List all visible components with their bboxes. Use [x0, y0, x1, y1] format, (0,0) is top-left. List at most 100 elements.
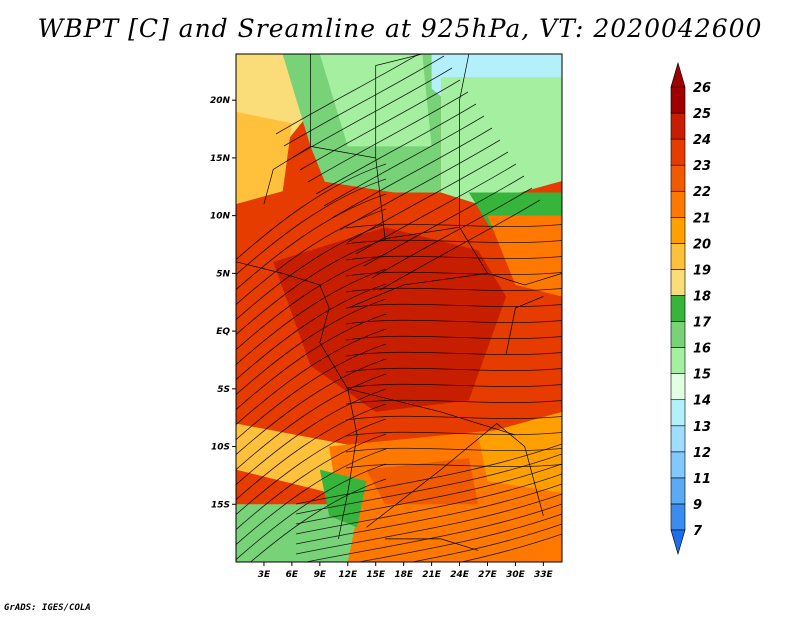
colorbar-top-arrow	[670, 61, 686, 88]
streamline-23	[236, 298, 387, 396]
streamline-5	[315, 103, 477, 195]
colorbar-box-20	[670, 243, 686, 270]
streamline-27	[236, 358, 387, 456]
streamlines	[236, 54, 562, 562]
border-line-9	[505, 296, 544, 355]
streamline-26	[236, 343, 387, 441]
colorbar-box-25	[670, 112, 686, 140]
streamline-56	[295, 483, 562, 545]
field-region-6	[236, 111, 292, 205]
streamline-43	[345, 335, 562, 341]
field-region-9	[487, 215, 562, 297]
field-region-13	[478, 411, 562, 493]
streamline-19	[236, 238, 387, 336]
colorbar-label-15: 15	[693, 368, 711, 383]
streamline-58	[304, 503, 562, 562]
colorbar-box-23	[670, 164, 686, 192]
streamline-55	[295, 473, 562, 535]
streamline-18	[236, 223, 387, 321]
country-borders	[236, 54, 562, 551]
lat-tick-label-5N: 5N	[216, 269, 230, 279]
streamline-30	[236, 403, 387, 501]
streamline-13	[379, 199, 541, 291]
latitude-axis: 20N 15N 10N 5N EQ 5S 10S 15S	[210, 96, 236, 510]
field-region-4	[440, 77, 562, 205]
colorbar-label-11: 11	[693, 472, 711, 487]
border-line-10	[366, 469, 442, 528]
streamline-50	[345, 447, 562, 453]
colorbar-label-26: 26	[693, 81, 711, 96]
border-line-5	[347, 273, 488, 309]
streamline-14	[236, 163, 387, 261]
streamline-61	[459, 533, 562, 562]
streamline-33	[236, 448, 387, 546]
streamline-34	[236, 463, 387, 561]
streamline-46	[345, 383, 562, 389]
colorbar-label-18: 18	[693, 289, 711, 304]
colorbar-box-22	[670, 190, 686, 218]
lon-tick-label-3E: 3E	[258, 570, 271, 580]
colorbar-box-21	[670, 216, 686, 244]
colorbar-label-14: 14	[693, 394, 711, 409]
lat-tick-label-10N: 10N	[210, 212, 231, 222]
streamline-57	[295, 493, 562, 555]
colorbar-box-19	[670, 269, 686, 296]
streamline-42	[345, 319, 562, 325]
lon-tick-label-6E: 6E	[286, 570, 299, 580]
streamline-22	[236, 283, 387, 381]
colorbar-label-12: 12	[693, 446, 711, 461]
streamline-36	[345, 223, 562, 229]
border-line-0	[236, 261, 358, 539]
colorbar-label-23: 23	[693, 159, 711, 174]
lat-tick-label-5S: 5S	[217, 385, 230, 395]
colorbar-label-20: 20	[693, 237, 711, 252]
grads-credit: GrADS: IGES/COLA	[4, 603, 91, 613]
colorbar-label-9: 9	[693, 498, 702, 513]
streamline-45	[345, 367, 562, 373]
colorbar-label-17: 17	[693, 316, 712, 331]
colorbar-label-24: 24	[693, 133, 711, 148]
lon-tick-label-30E: 30E	[506, 570, 526, 580]
border-line-1	[263, 54, 311, 205]
streamline-6	[323, 115, 485, 207]
colorbar: 7 9 11 12 13 14 15 16 17 18 19 20 21 22 23 24 25 26	[670, 61, 712, 556]
streamline-20	[236, 253, 387, 351]
colorbar-box-13	[670, 425, 686, 453]
longitude-axis: 3E 6E 9E 12E 15E 18E 21E 24E 27E 30E 33E	[258, 562, 554, 580]
colorbar-label-16: 16	[693, 342, 711, 357]
streamline-0	[275, 54, 420, 135]
streamline-44	[345, 351, 562, 357]
lat-tick-label-10S: 10S	[211, 443, 230, 453]
streamline-48	[345, 415, 562, 421]
lat-tick-label-EQ: EQ	[216, 327, 230, 337]
map-frame	[235, 53, 563, 563]
lon-tick-label-24E: 24E	[450, 570, 470, 580]
colorbar-box-14	[670, 399, 686, 427]
streamline-21	[236, 268, 387, 366]
lon-tick-label-15E: 15E	[366, 570, 386, 580]
colorbar-label-22: 22	[693, 185, 711, 200]
field-region-12	[366, 458, 479, 505]
colorbar-box-12	[670, 451, 686, 479]
streamline-16	[236, 193, 387, 291]
streamline-32	[236, 433, 387, 531]
chart-title: WBPT [C] and Sreamline at 925hPa, VT: 20…	[37, 14, 763, 43]
border-line-6	[347, 388, 516, 436]
streamline-1	[283, 55, 445, 147]
map-panel: 3E 6E 9E 12E 15E 18E 21E 24E 27E 30E 33E 20N 15N 10N…	[210, 53, 712, 580]
colorbar-label-25: 25	[693, 107, 711, 122]
streamline-47	[345, 399, 562, 405]
colorbar-label-19: 19	[693, 263, 711, 278]
lon-tick-label-21E: 21E	[422, 570, 442, 580]
streamline-12	[371, 187, 533, 279]
lon-tick-label-27E: 27E	[478, 570, 498, 580]
streamline-54	[295, 463, 562, 525]
colorbar-label-13: 13	[693, 420, 711, 435]
colorbar-box-9	[670, 503, 686, 531]
colorbar-box-15	[670, 373, 686, 401]
lat-tick-label-15N: 15N	[210, 154, 231, 164]
streamline-3	[299, 79, 461, 171]
streamline-4	[307, 91, 469, 183]
streamline-35	[249, 478, 387, 562]
colorbar-label-7: 7	[693, 524, 703, 539]
